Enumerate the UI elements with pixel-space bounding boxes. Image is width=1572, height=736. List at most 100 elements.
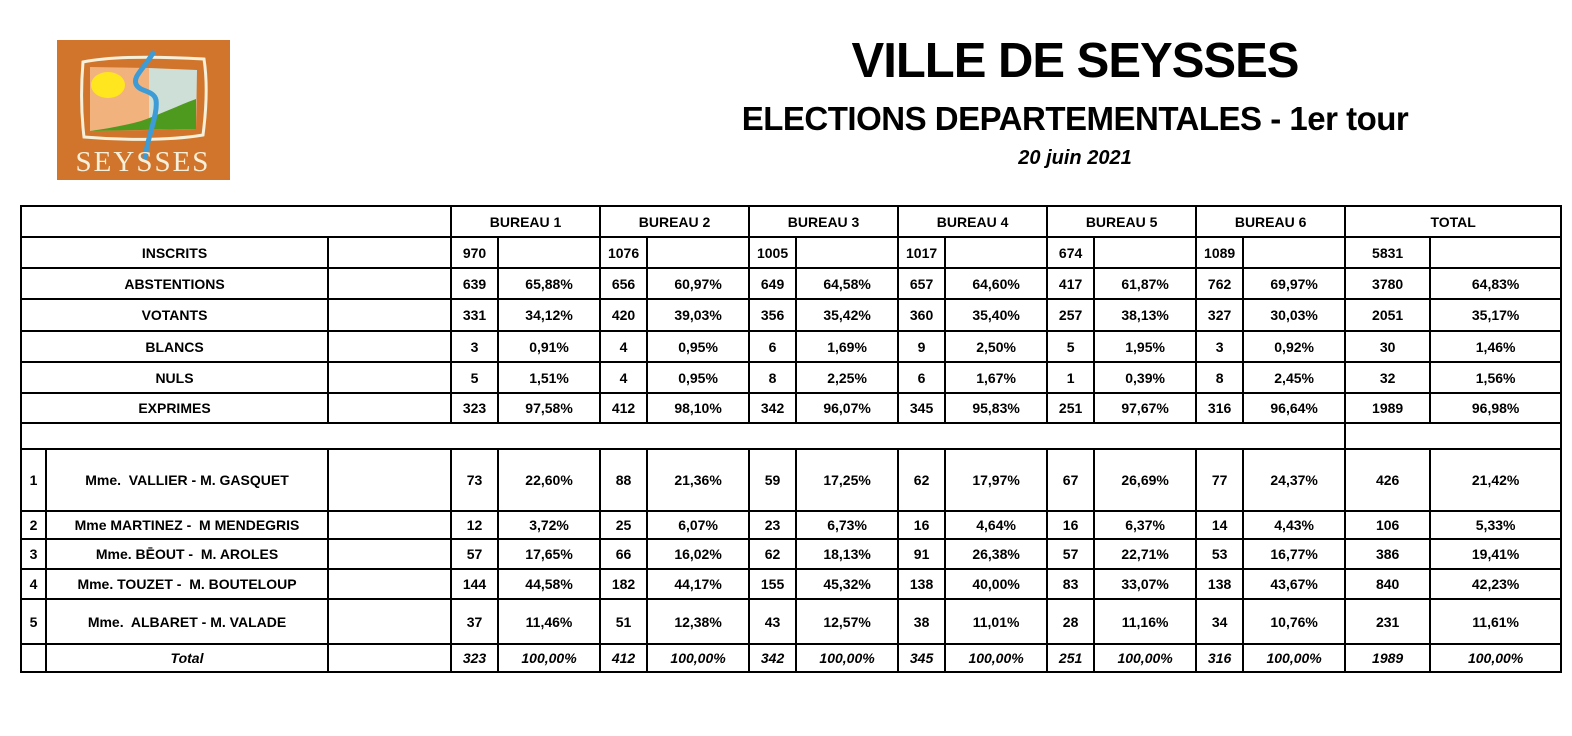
percent-cell: 34,12% xyxy=(497,298,602,332)
candidate-name: Mme. TOUZET - M. BOUTELOUP xyxy=(45,568,329,600)
count-cell: 360 xyxy=(897,298,947,332)
count-cell: 970 xyxy=(450,236,500,269)
count-cell: 4 xyxy=(599,330,649,363)
candidate-title: Mme. xyxy=(87,613,124,630)
total-count-cell: 3780 xyxy=(1344,267,1432,300)
total-percent-cell: 19,41% xyxy=(1429,538,1563,570)
candidate-title: Mme. xyxy=(77,576,114,592)
candidate-number: 5 xyxy=(20,598,47,645)
percent-cell: 6,73% xyxy=(795,510,900,540)
total-count-cell: 5831 xyxy=(1344,236,1432,269)
percent-cell: 26,69% xyxy=(1093,448,1198,512)
bureau-header-6: BUREAU 6 xyxy=(1195,205,1347,238)
candidate-title: M. xyxy=(200,546,217,562)
count-cell: 37 xyxy=(450,598,500,645)
count-cell: 639 xyxy=(450,267,500,300)
percent-cell: 6,37% xyxy=(1093,510,1198,540)
percent-cell: 100,00% xyxy=(944,643,1049,673)
stat-row-nuls: NULS 5 1,51% 4 0,95% 8 2,25% 6 1,67% 1 0… xyxy=(20,361,1563,394)
percent-cell: 64,60% xyxy=(944,267,1049,300)
percent-cell: 95,83% xyxy=(944,392,1049,424)
percent-cell: 0,95% xyxy=(646,330,751,363)
percent-cell: 0,92% xyxy=(1242,330,1347,363)
count-cell: 251 xyxy=(1046,392,1096,424)
count-cell: 412 xyxy=(599,392,649,424)
count-cell: 16 xyxy=(1046,510,1096,540)
percent-cell: 22,71% xyxy=(1093,538,1198,570)
count-cell: 331 xyxy=(450,298,500,332)
logo-text: SEYSSES xyxy=(76,146,211,178)
count-cell: 3 xyxy=(450,330,500,363)
count-cell: 43 xyxy=(748,598,798,645)
candidate-number: 4 xyxy=(20,568,47,600)
count-cell: 57 xyxy=(450,538,500,570)
candidate-surname: VALADE xyxy=(229,613,287,630)
percent-cell: 17,65% xyxy=(497,538,602,570)
candidate-surname: GASQUET xyxy=(219,472,289,488)
stat-label: INSCRITS xyxy=(20,236,329,269)
count-cell: 257 xyxy=(1046,298,1096,332)
candidate-surname: MENDEGRIS xyxy=(214,517,300,533)
candidate-number: 1 xyxy=(20,448,47,512)
candidate-title: M. xyxy=(200,472,216,488)
percent-cell: 18,13% xyxy=(795,538,900,570)
logo-sun-icon xyxy=(91,72,125,98)
count-cell: 8 xyxy=(1195,361,1245,394)
percent-cell: 97,67% xyxy=(1093,392,1198,424)
candidate-title: M xyxy=(199,517,211,533)
candidate-number: 3 xyxy=(20,538,47,570)
percent-cell: 65,88% xyxy=(497,267,602,300)
candidate-title: Mme. xyxy=(95,546,132,562)
total-header: TOTAL xyxy=(1344,205,1563,238)
total-percent-cell: 100,00% xyxy=(1429,643,1563,673)
stat-row-blancs: BLANCS 3 0,91% 4 0,95% 6 1,69% 9 2,50% 5… xyxy=(20,330,1563,363)
gap-total-cell xyxy=(1344,422,1563,450)
total-percent-cell: 64,83% xyxy=(1429,267,1563,300)
stat-label: ABSTENTIONS xyxy=(20,267,329,300)
count-cell: 53 xyxy=(1195,538,1245,570)
count-cell: 6 xyxy=(897,361,947,394)
results-table: BUREAU 1 BUREAU 2 BUREAU 3 BUREAU 4 BURE… xyxy=(19,205,1563,673)
count-cell: 3 xyxy=(1195,330,1245,363)
count-cell: 342 xyxy=(748,643,798,673)
count-cell: 1005 xyxy=(748,236,798,269)
spacer-cell xyxy=(326,598,453,645)
count-cell: 59 xyxy=(748,448,798,512)
count-cell: 57 xyxy=(1046,538,1096,570)
spacer-cell xyxy=(326,643,453,673)
percent-cell: 45,32% xyxy=(795,568,900,600)
candidate-title: Mme. xyxy=(85,472,122,488)
count-cell: 12 xyxy=(450,510,500,540)
count-cell: 8 xyxy=(748,361,798,394)
percent-cell xyxy=(1093,236,1198,269)
total-count-cell: 231 xyxy=(1344,598,1432,645)
header-row: BUREAU 1 BUREAU 2 BUREAU 3 BUREAU 4 BURE… xyxy=(19,205,1563,238)
total-percent-cell: 42,23% xyxy=(1429,568,1563,600)
percent-cell: 35,40% xyxy=(944,298,1049,332)
count-cell: 28 xyxy=(1046,598,1096,645)
page-title: VILLE DE SEYSSES xyxy=(851,34,1300,88)
candidate-row-4: 4 Mme. TOUZET - M. BOUTELOUP 144 44,58% … xyxy=(20,568,1563,600)
count-cell: 77 xyxy=(1195,448,1245,512)
candidate-row-1: 1 Mme. VALLIER - M. GASQUET 73 22,60% 88… xyxy=(20,448,1563,512)
candidate-title: M. xyxy=(210,613,226,630)
percent-cell: 0,39% xyxy=(1093,361,1198,394)
percent-cell: 12,38% xyxy=(646,598,751,645)
count-cell: 5 xyxy=(1046,330,1096,363)
percent-cell: 11,01% xyxy=(944,598,1049,645)
total-row-label: Total xyxy=(45,643,329,673)
count-cell: 83 xyxy=(1046,568,1096,600)
percent-cell: 2,50% xyxy=(944,330,1049,363)
total-percent-cell: 5,33% xyxy=(1429,510,1563,540)
percent-cell: 0,91% xyxy=(497,330,602,363)
bureau-header-5: BUREAU 5 xyxy=(1046,205,1198,238)
stat-label: VOTANTS xyxy=(20,298,329,332)
spacer-cell xyxy=(326,330,453,363)
count-cell: 1089 xyxy=(1195,236,1245,269)
stat-label: NULS xyxy=(20,361,329,394)
count-cell: 327 xyxy=(1195,298,1245,332)
count-cell: 155 xyxy=(748,568,798,600)
percent-cell: 2,45% xyxy=(1242,361,1347,394)
percent-cell xyxy=(646,236,751,269)
percent-cell: 44,58% xyxy=(497,568,602,600)
